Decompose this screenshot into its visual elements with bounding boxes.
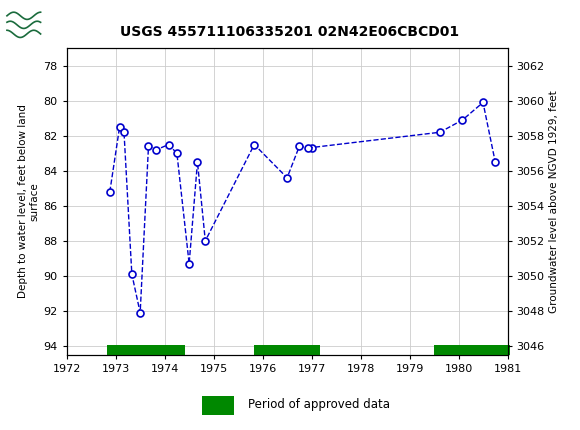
Text: USGS 455711106335201 02N42E06CBCD01: USGS 455711106335201 02N42E06CBCD01 <box>121 25 459 39</box>
Bar <box>202 396 234 415</box>
Y-axis label: Groundwater level above NGVD 1929, feet: Groundwater level above NGVD 1929, feet <box>549 90 559 313</box>
Text: Period of approved data: Period of approved data <box>248 398 390 411</box>
Y-axis label: Depth to water level, feet below land
surface: Depth to water level, feet below land su… <box>17 104 39 298</box>
Text: USGS: USGS <box>44 13 103 32</box>
Bar <box>434 345 510 355</box>
Bar <box>254 345 320 355</box>
Bar <box>107 345 185 355</box>
Bar <box>5 3 71 42</box>
